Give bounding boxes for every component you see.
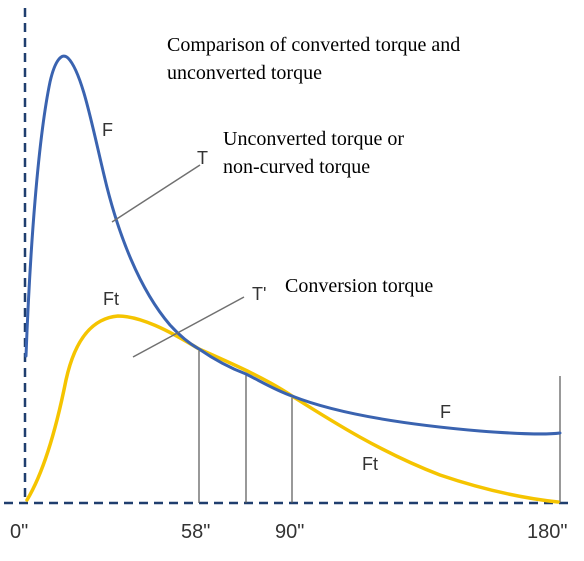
page-title-line-1: Comparison of converted torque and <box>167 34 460 56</box>
curve-ft <box>25 314 560 504</box>
annotation-t-line-1: Unconverted torque or <box>223 128 404 150</box>
label-f-upper: F <box>102 120 113 140</box>
leader-line-t <box>111 164 201 223</box>
annotation-t-line-2: non-curved torque <box>223 156 370 178</box>
leader-line-t-prime <box>132 296 245 358</box>
label-ft-lower: Ft <box>362 454 378 474</box>
curve-f <box>24 54 562 436</box>
x-tick-0: 0" <box>10 521 28 543</box>
x-tick-90: 90" <box>275 521 304 543</box>
page-title-line-2: unconverted torque <box>167 62 322 84</box>
symbol-t-prime: T' <box>252 284 266 304</box>
label-f-lower: F <box>440 402 451 422</box>
x-tick-180: 180" <box>527 521 567 543</box>
x-tick-58: 58" <box>181 521 210 543</box>
label-ft-upper: Ft <box>103 289 119 309</box>
annotation-t-prime: Conversion torque <box>285 275 433 297</box>
symbol-t: T <box>197 148 208 168</box>
